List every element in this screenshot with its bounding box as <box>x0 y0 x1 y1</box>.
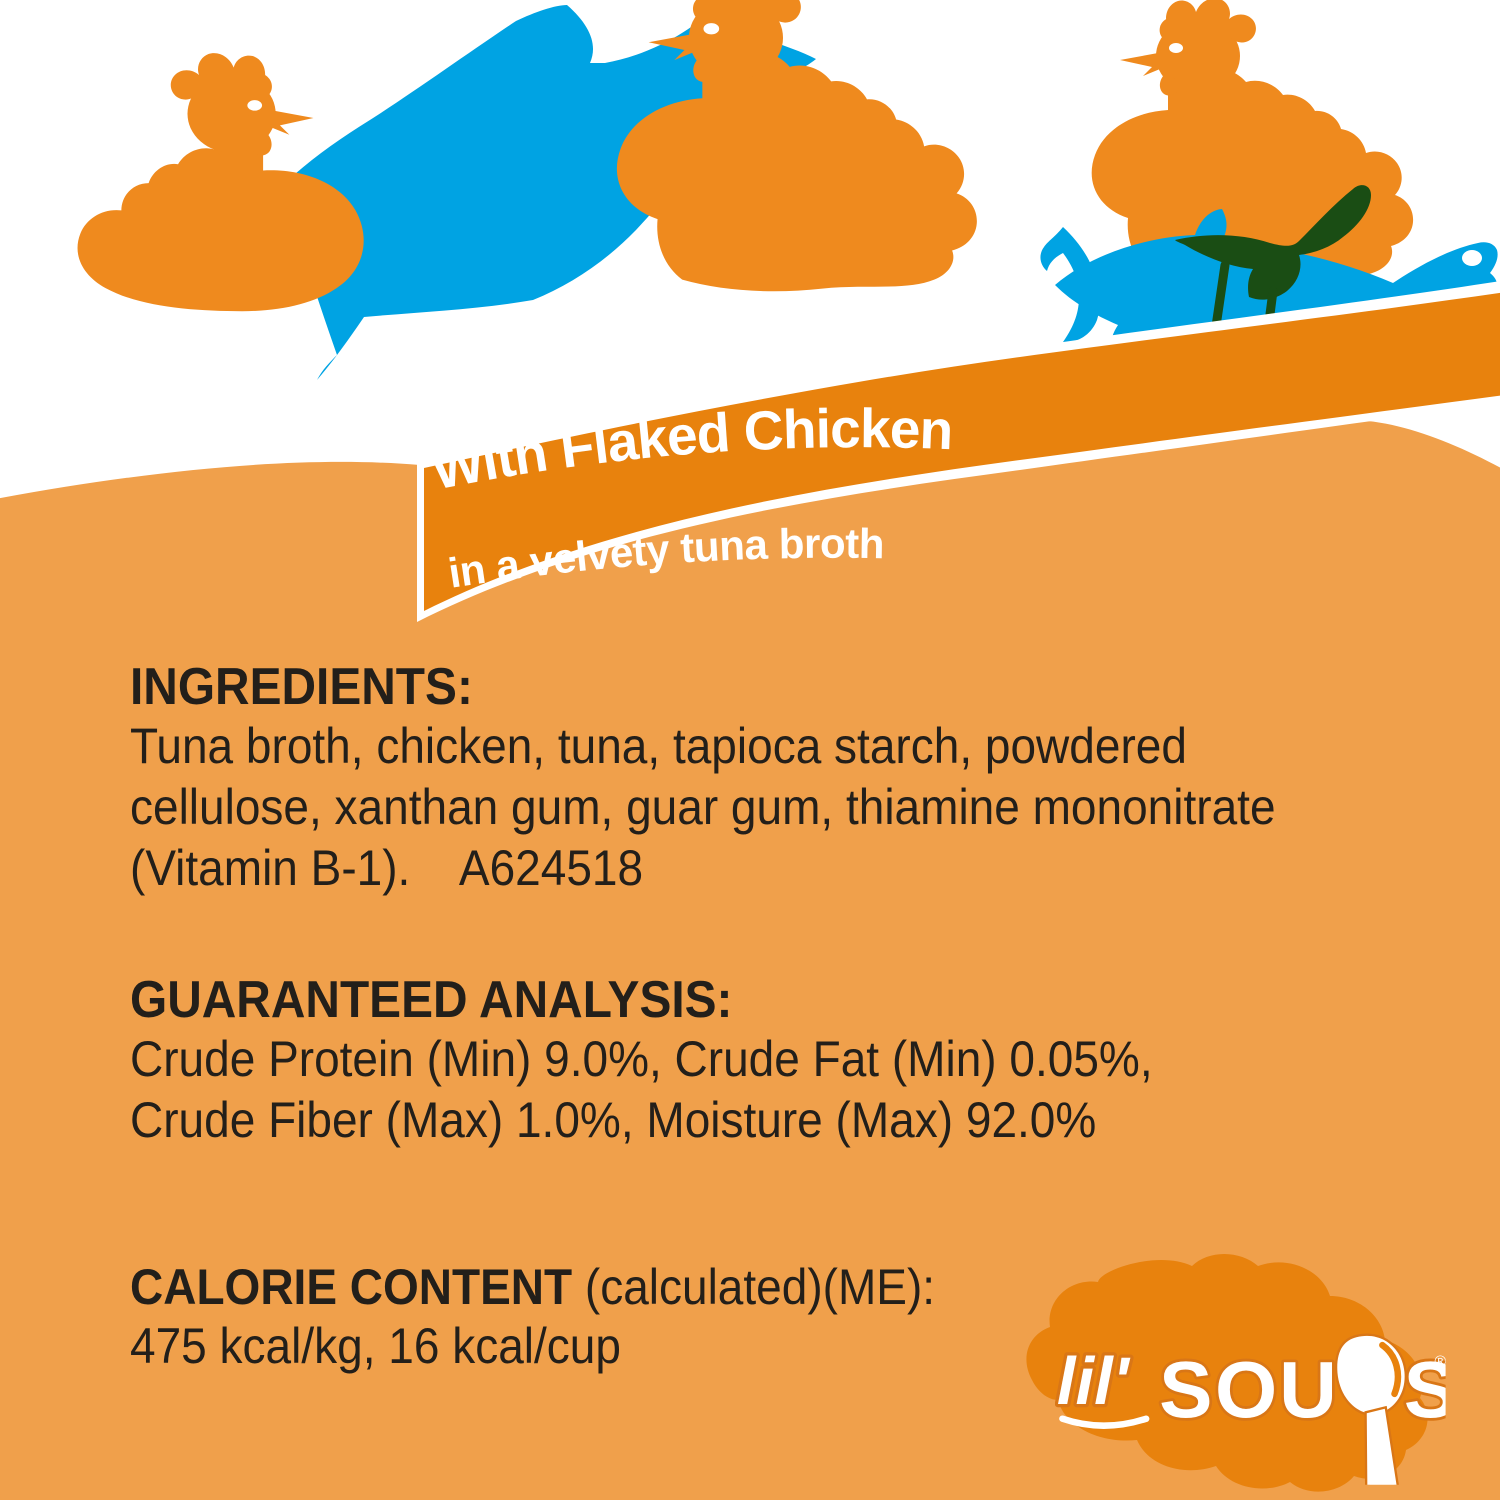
svg-text:®: ® <box>1434 1354 1445 1371</box>
svg-text:O: O <box>1215 1345 1277 1434</box>
svg-text:U: U <box>1279 1345 1337 1434</box>
